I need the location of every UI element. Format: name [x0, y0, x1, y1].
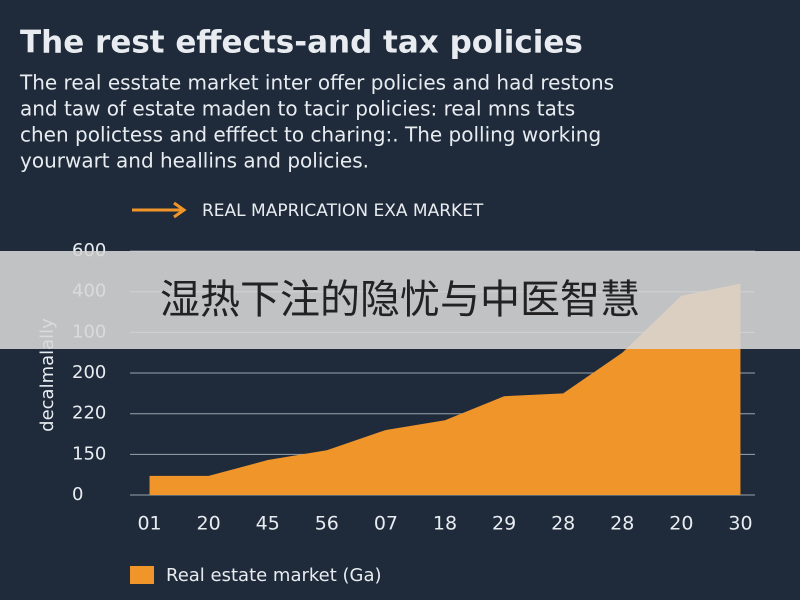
legend-label: Real estate market (Ga)	[166, 565, 382, 586]
subtitle: yourwart and heallins and policies.	[20, 149, 369, 173]
x-tick-label: 30	[728, 513, 752, 535]
x-tick-label: 28	[551, 513, 575, 535]
annotation-arrow-head	[173, 201, 187, 219]
x-tick-label: 56	[315, 513, 339, 535]
annotation: REAL MAPRICATION EXA MARKET	[202, 201, 484, 221]
x-tick-label: 29	[492, 513, 516, 535]
x-tick-label: 28	[610, 513, 634, 535]
y-tick-label: 0	[72, 484, 83, 505]
subtitle: and taw of estate maden to tacir policie…	[20, 97, 575, 121]
banner-text: 湿热下注的隐忧与中医智慧	[160, 277, 640, 323]
y-tick-label: 150	[72, 443, 106, 464]
x-tick-label: 01	[137, 513, 161, 535]
y-tick-label: 220	[72, 403, 106, 424]
y-tick-label: 200	[72, 362, 106, 383]
x-tick-label: 20	[197, 513, 221, 535]
x-tick-label: 07	[374, 513, 398, 535]
subtitle: The real esstate market inter offer poli…	[19, 71, 614, 95]
legend-swatch	[130, 566, 154, 584]
area	[149, 283, 741, 495]
chart-title: The rest effects-and tax policies	[20, 25, 583, 61]
x-tick-label: 20	[669, 513, 693, 535]
x-tick-label: 45	[256, 513, 280, 535]
banner	[0, 251, 800, 349]
x-tick-label: 18	[433, 513, 457, 535]
subtitle: chen polictess and efffect to charing:. …	[20, 123, 601, 147]
